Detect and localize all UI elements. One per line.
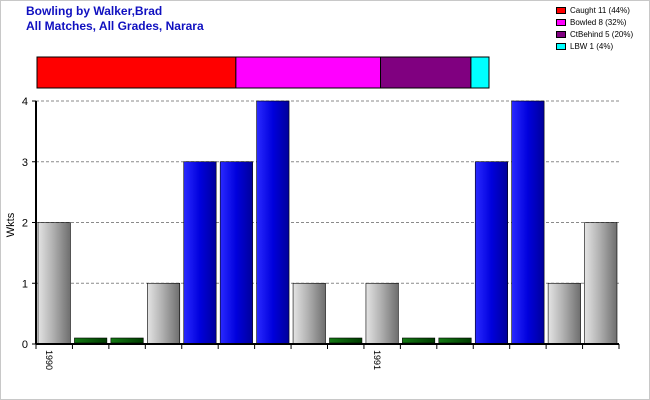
chart-title: Bowling by Walker,Brad — [26, 4, 163, 18]
legend-label-bowled: Bowled 8 (32%) — [570, 18, 627, 27]
bar-9 — [365, 282, 399, 345]
stack-segment-lbw — [470, 56, 490, 89]
y-axis-label: Wkts — [5, 212, 17, 237]
bar-14 — [547, 282, 581, 345]
x-tick-label-1991: 1991 — [372, 350, 382, 370]
y-tick-label: 1 — [22, 278, 28, 290]
x-ticks: 1990 1991 — [35, 344, 620, 370]
legend-swatch-caught — [556, 7, 566, 14]
legend-swatch-bowled — [556, 19, 566, 26]
x-tick-label-1990: 1990 — [44, 350, 54, 370]
y-tick-label: 0 — [22, 339, 28, 351]
bar-0 — [37, 222, 71, 345]
legend-label-caught: Caught 11 (44%) — [570, 6, 630, 15]
bar-5 — [219, 161, 253, 345]
bar-1 — [74, 337, 108, 344]
legend-label-ctbehind: CtBehind 5 (20%) — [570, 30, 634, 39]
bar-11 — [438, 337, 472, 344]
chart-subtitle: All Matches, All Grades, Narara — [26, 19, 204, 33]
stack-segment-caught — [36, 56, 237, 89]
bar-13 — [511, 100, 545, 345]
bar-10 — [402, 337, 436, 344]
y-tick-label: 3 — [22, 157, 28, 169]
bar-6 — [256, 100, 290, 345]
legend-item-lbw: LBW 1 (4%) — [556, 41, 633, 52]
legend-swatch-ctbehind — [556, 31, 566, 38]
y-ticks: 0 1 2 3 4 — [22, 96, 36, 351]
bar-8 — [329, 337, 363, 344]
dismissal-stack-bar — [36, 56, 490, 89]
bar-3 — [147, 282, 181, 345]
legend-item-ctbehind: CtBehind 5 (20%) — [556, 29, 633, 40]
bar-7 — [292, 282, 326, 345]
legend-label-lbw: LBW 1 (4%) — [570, 42, 614, 51]
bar-4 — [183, 161, 217, 345]
bar-15 — [584, 222, 618, 345]
y-tick-label: 4 — [22, 96, 28, 108]
legend-item-caught: Caught 11 (44%) — [556, 5, 633, 16]
legend-swatch-lbw — [556, 43, 566, 50]
bar-12 — [474, 161, 508, 345]
legend: Caught 11 (44%) Bowled 8 (32%) CtBehind … — [556, 5, 633, 53]
legend-item-bowled: Bowled 8 (32%) — [556, 17, 633, 28]
bar-2 — [110, 337, 144, 344]
y-tick-label: 2 — [22, 218, 28, 230]
stack-segment-bowled — [235, 56, 382, 89]
bars — [37, 100, 618, 345]
stack-segment-ctbehind — [380, 56, 472, 89]
